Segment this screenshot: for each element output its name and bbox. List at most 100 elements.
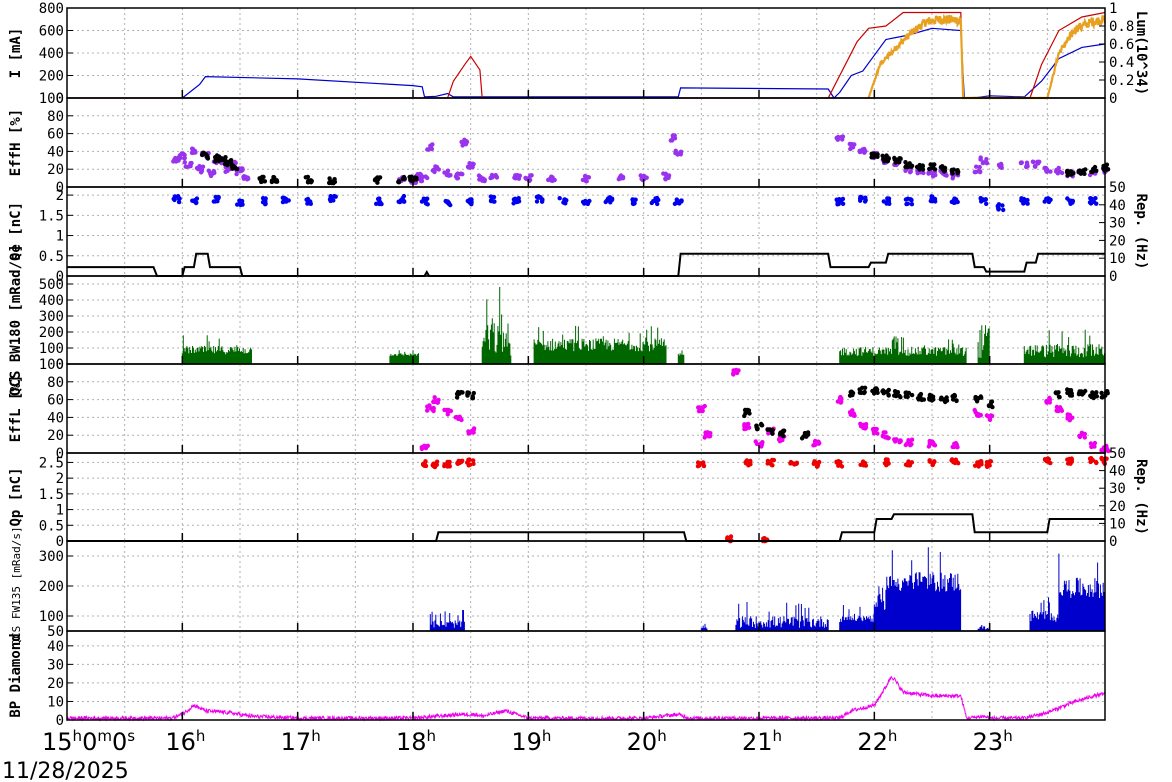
- x-start-part: h: [73, 727, 83, 745]
- y-tick-label: 0: [56, 357, 64, 373]
- data-point: [835, 136, 840, 142]
- data-point: [649, 200, 654, 206]
- x-tick-unit: h: [773, 727, 783, 745]
- data-point: [1070, 200, 1075, 205]
- y-tick-label: 40: [47, 144, 64, 160]
- data-point: [470, 396, 476, 401]
- data-point: [860, 460, 866, 466]
- data-point: [515, 173, 520, 178]
- data-point: [955, 171, 960, 176]
- series-qcsfw-0: [429, 547, 1106, 631]
- data-point: [956, 461, 961, 466]
- panel-frame: [66, 452, 1106, 542]
- x-tick-unit: h: [888, 727, 898, 745]
- data-point: [419, 445, 424, 450]
- series-bars: [677, 350, 685, 364]
- data-point: [208, 173, 214, 179]
- series-line: [67, 252, 1105, 277]
- y-tick-label: 20: [47, 162, 64, 178]
- data-point: [894, 437, 899, 442]
- data-point: [1094, 394, 1100, 399]
- data-point: [1047, 460, 1052, 465]
- x-tick-unit: h: [427, 727, 437, 745]
- data-point: [459, 417, 464, 423]
- data-point: [426, 147, 432, 152]
- x-tick-hour: 23: [973, 728, 1004, 756]
- data-point: [815, 464, 820, 469]
- data-point: [942, 397, 948, 402]
- data-point: [869, 155, 874, 160]
- y-tick-label: 400: [39, 293, 64, 309]
- data-point: [445, 200, 451, 205]
- right-axis-label: Lum(10^34): [1133, 11, 1149, 95]
- data-point: [932, 196, 938, 202]
- right-tick-label: 0: [1109, 91, 1117, 107]
- data-point: [460, 143, 465, 148]
- y-tick-label: 1.5: [39, 208, 64, 224]
- data-point: [305, 201, 311, 206]
- data-point: [1054, 404, 1060, 410]
- data-point: [534, 194, 540, 200]
- data-point: [1076, 391, 1082, 396]
- y-tick-label: 0.5: [39, 249, 64, 265]
- y-tick-label: 30: [47, 657, 64, 673]
- data-point: [471, 461, 476, 466]
- data-point: [917, 166, 922, 171]
- y-tick-label: 0: [56, 269, 64, 285]
- series-bars: [1058, 553, 1106, 631]
- data-point: [871, 391, 877, 396]
- y-tick-label: 80: [47, 109, 64, 125]
- data-point: [898, 438, 903, 443]
- data-point: [465, 392, 470, 397]
- data-point: [882, 159, 887, 164]
- data-point: [978, 155, 983, 160]
- data-point: [376, 200, 381, 206]
- data-point: [973, 396, 978, 401]
- data-point: [425, 408, 430, 413]
- x-start-part: 0: [82, 728, 97, 756]
- data-point: [987, 416, 992, 421]
- data-point: [929, 170, 934, 176]
- data-point: [1024, 160, 1030, 165]
- series-qe-1: [67, 252, 1105, 277]
- data-point: [661, 171, 666, 176]
- x-tick-label: 21h: [742, 727, 782, 756]
- data-point: [754, 423, 759, 428]
- data-point: [171, 159, 176, 164]
- data-point: [466, 458, 472, 463]
- y-tick-label: 0: [56, 180, 64, 196]
- data-point: [216, 196, 221, 201]
- data-point: [898, 395, 903, 400]
- data-point: [892, 156, 898, 162]
- data-point: [915, 171, 920, 176]
- y-tick-label: 0: [56, 534, 64, 550]
- data-point: [1048, 197, 1053, 202]
- x-tick-hour: 17: [281, 728, 312, 756]
- y-tick-label: 300: [39, 309, 64, 325]
- data-point: [978, 195, 983, 201]
- data-point: [455, 176, 461, 181]
- x-tick-label: 23h: [973, 727, 1013, 756]
- data-point: [743, 426, 749, 431]
- x-start-part: m: [97, 727, 112, 745]
- series-bars: [181, 335, 252, 364]
- series-qp-1: [67, 513, 1105, 542]
- y-tick-label: 10: [47, 694, 64, 710]
- data-point: [679, 199, 684, 204]
- data-point: [1088, 393, 1093, 398]
- data-point: [874, 426, 879, 432]
- right-tick-label: 30: [1109, 216, 1126, 232]
- y-tick-label: 60: [47, 393, 64, 409]
- data-point: [863, 195, 868, 200]
- data-point: [467, 161, 472, 166]
- data-point: [332, 179, 338, 185]
- series-noisy-line: [66, 675, 1105, 722]
- data-point: [781, 433, 786, 439]
- data-point: [858, 421, 863, 426]
- data-point: [1094, 201, 1099, 206]
- data-point: [418, 178, 424, 184]
- data-point: [984, 157, 989, 162]
